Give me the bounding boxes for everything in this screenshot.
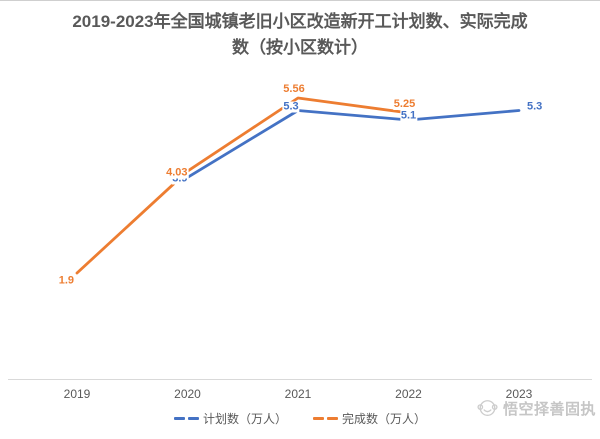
x-tick-2023: 2023 — [505, 387, 533, 401]
legend-item-planned: 计划数（万人） — [173, 410, 287, 427]
wukong-monkey-icon — [477, 400, 498, 416]
series-line-completed — [75, 96, 410, 275]
x-tick-2022: 2022 — [395, 387, 422, 401]
x-tick-2020: 2020 — [174, 387, 201, 401]
series-line-planned — [186, 109, 521, 179]
legend-label: 完成数（万人） — [342, 412, 427, 426]
legend: 计划数（万人） 完成数（万人） — [0, 410, 600, 427]
x-tick-2019: 2019 — [63, 387, 91, 401]
legend-label: 计划数（万人） — [202, 412, 287, 426]
legend-item-completed: 完成数（万人） — [313, 410, 426, 427]
legend-key-icon — [313, 417, 338, 420]
watermark-text: 悟空择善固执 — [502, 401, 596, 418]
chart-title: 2019-2023年全国城镇老旧小区改造新开工计划数、实际完成数（按小区数计） — [72, 12, 528, 57]
x-tick-2021: 2021 — [284, 387, 312, 401]
watermark: 悟空择善固执 — [476, 397, 596, 420]
legend-key-icon — [173, 417, 199, 420]
